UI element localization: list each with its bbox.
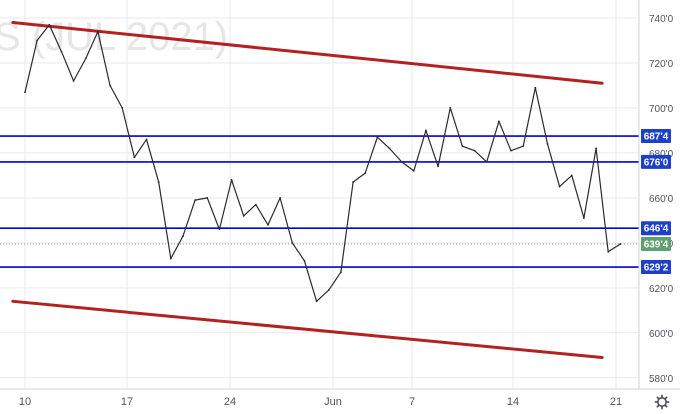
y-tick-label: 660'0	[649, 194, 674, 205]
y-axis[interactable]: 740'0720'0700'0680'0660'0640'0620'0600'0…	[649, 14, 674, 385]
price-line	[24, 24, 621, 302]
price-point	[607, 250, 610, 253]
y-tick-label: 680'0	[649, 149, 674, 160]
price-tag-label: 646'4	[644, 224, 669, 235]
plot-background	[0, 0, 639, 389]
price-point	[412, 169, 415, 172]
price-point	[570, 174, 573, 177]
price-point	[72, 80, 75, 82]
price-point	[400, 160, 403, 163]
price-point	[48, 23, 51, 26]
channel-line	[11, 20, 604, 85]
y-tick-label: 620'0	[649, 284, 674, 295]
price-point	[364, 172, 367, 175]
price-tags: 687'4 676'0 646'4 629'2 639'4	[641, 129, 671, 275]
price-point	[218, 228, 221, 231]
price-point	[534, 86, 537, 89]
price-point	[595, 147, 597, 150]
y-tick-label: 600'0	[649, 329, 674, 340]
price-point	[36, 39, 39, 42]
price-point	[340, 271, 342, 273]
price-point	[425, 129, 427, 132]
x-tick-label: 21	[610, 396, 622, 408]
price-point	[97, 30, 99, 33]
price-tag-label: 629'2	[644, 263, 669, 274]
y-tick-label: 580'0	[649, 374, 674, 385]
price-point	[169, 257, 172, 260]
price-point	[279, 196, 282, 199]
price-point	[242, 214, 245, 217]
price-tag	[641, 154, 671, 169]
price-point	[182, 235, 184, 237]
x-tick-label: 10	[19, 396, 31, 408]
price-point	[473, 149, 476, 152]
price-point	[84, 57, 87, 60]
price-point	[230, 178, 233, 181]
price-point	[510, 149, 512, 152]
gear-teeth	[654, 394, 670, 410]
price-point	[583, 217, 585, 220]
price-tag	[641, 236, 671, 251]
horizontal-levels	[0, 135, 639, 268]
x-tick-label: 14	[507, 396, 519, 408]
price-tag	[641, 221, 671, 236]
price-series	[24, 23, 622, 303]
price-point	[133, 156, 136, 159]
price-point	[267, 223, 269, 226]
channel-lines	[11, 20, 604, 360]
price-point	[437, 165, 439, 168]
price-point	[352, 181, 354, 184]
price-point	[315, 300, 318, 303]
price-point	[60, 50, 63, 53]
x-tick-label: Jun	[324, 396, 342, 408]
y-tick-label: 740'0	[649, 14, 674, 25]
price-point	[157, 181, 160, 184]
watermark: S (JUL 2021)	[0, 15, 228, 59]
price-tag	[641, 129, 671, 144]
x-axis[interactable]: 10 17 24 Jun 7 14 21	[19, 396, 622, 408]
price-point	[388, 147, 391, 150]
x-tick-label: 17	[121, 396, 133, 408]
price-point	[497, 120, 500, 123]
price-tag-label: 676'0	[644, 157, 669, 168]
price-tag	[641, 260, 671, 275]
gear-icon	[657, 397, 667, 407]
price-tag-label: 687'4	[644, 132, 669, 143]
price-point	[558, 185, 561, 188]
price-tag-label: 639'4	[644, 239, 669, 250]
settings-button[interactable]	[654, 394, 670, 410]
price-point	[24, 91, 26, 94]
grid	[0, 0, 639, 389]
price-point	[303, 259, 306, 262]
x-tick-label: 24	[224, 396, 236, 408]
price-point	[327, 289, 330, 291]
price-point	[449, 107, 452, 109]
x-tick-label: 7	[409, 396, 415, 408]
price-point	[145, 138, 148, 141]
price-point	[121, 107, 124, 109]
channel-line	[11, 299, 604, 360]
price-point	[254, 203, 257, 206]
price-point	[619, 243, 622, 245]
y-tick-label: 720'0	[649, 59, 674, 70]
price-point	[485, 160, 488, 163]
price-point	[206, 196, 209, 199]
price-point	[522, 145, 525, 148]
price-point	[194, 199, 197, 202]
price-point	[376, 136, 379, 139]
price-point	[461, 145, 464, 148]
price-point	[291, 241, 294, 244]
price-point	[109, 84, 111, 87]
price-point	[546, 143, 549, 145]
y-tick-label: 700'0	[649, 104, 674, 115]
